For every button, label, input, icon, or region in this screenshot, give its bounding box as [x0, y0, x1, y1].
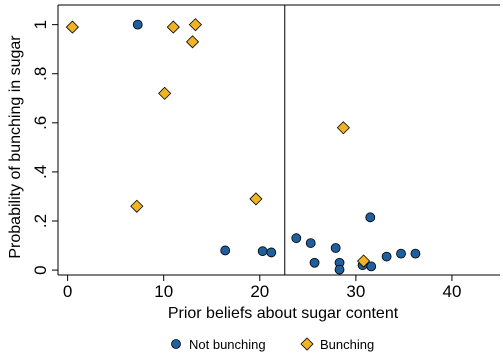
x-tick-label: 10 [154, 282, 173, 301]
legend: Not bunching Bunching [171, 337, 374, 352]
data-point [158, 86, 172, 100]
y-axis: 0 .2 .4 .6 .8 1 [31, 20, 58, 275]
legend-label: Bunching [320, 337, 374, 352]
data-point [65, 20, 79, 34]
data-points [65, 18, 421, 275]
y-tick-label: 0 [31, 265, 50, 274]
x-tick-label: 20 [250, 282, 269, 301]
data-point [188, 18, 202, 32]
y-axis-title: Probability of bunching in sugar [7, 35, 24, 259]
data-point [305, 238, 316, 248]
x-axis: 0 10 20 30 40 [63, 275, 461, 301]
y-tick-label: .4 [31, 165, 50, 179]
data-point [356, 254, 371, 268]
y-tick-label: .6 [31, 116, 50, 130]
y-tick-label: 1 [31, 20, 50, 29]
data-point [185, 35, 200, 49]
data-point [381, 251, 392, 262]
legend-label: Not bunching [189, 337, 266, 352]
legend-swatch [171, 339, 181, 349]
series-not-bunching [132, 19, 421, 275]
data-point [166, 20, 180, 34]
data-point [220, 245, 231, 256]
data-point [130, 199, 144, 213]
data-point [396, 248, 406, 259]
x-tick-label: 30 [346, 282, 365, 301]
plot-frame [57, 4, 500, 276]
data-point [132, 19, 143, 30]
data-point [365, 212, 376, 223]
data-point [336, 121, 350, 135]
legend-swatch [300, 337, 314, 351]
x-tick-label: 40 [442, 282, 461, 301]
data-point [309, 257, 320, 268]
data-point [334, 264, 345, 275]
data-point [366, 261, 377, 272]
y-tick-label: .2 [31, 214, 50, 228]
y-tick-label: .8 [31, 67, 50, 81]
x-tick-label: 0 [63, 282, 72, 301]
data-point [249, 192, 263, 206]
series-bunching [65, 18, 371, 268]
data-point [291, 233, 302, 244]
data-point [330, 243, 341, 253]
data-point [266, 247, 277, 258]
data-point [257, 246, 268, 257]
legend-item: Bunching [300, 337, 374, 352]
legend-item: Not bunching [171, 337, 266, 352]
x-axis-title: Prior beliefs about sugar content [168, 305, 399, 322]
data-point [410, 248, 421, 259]
